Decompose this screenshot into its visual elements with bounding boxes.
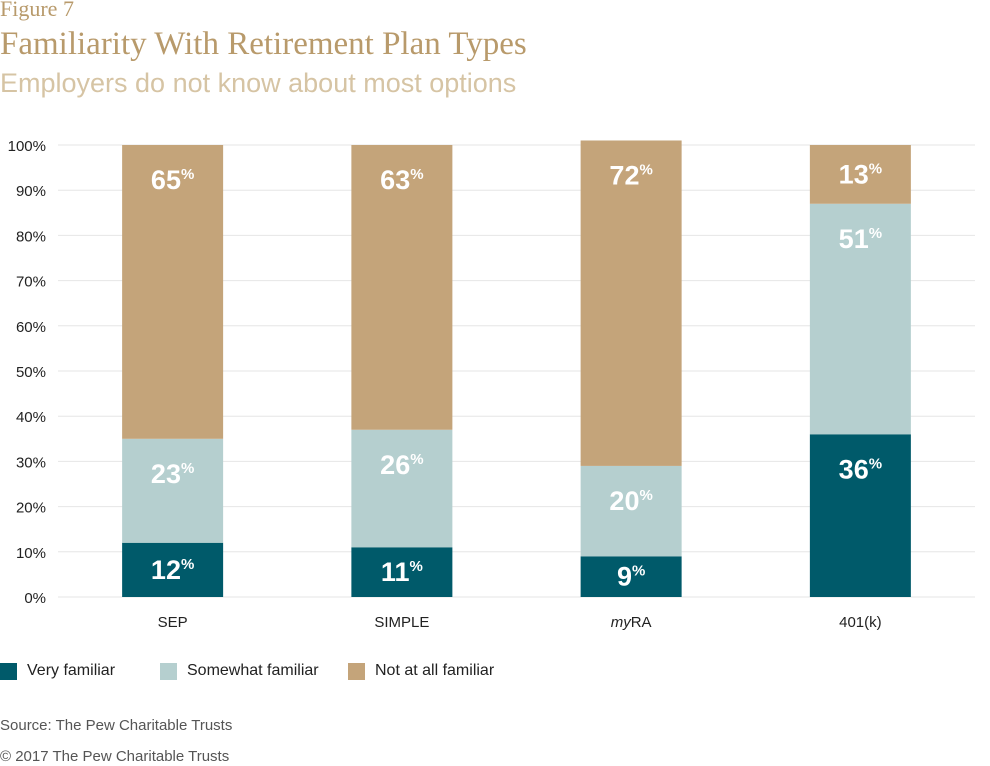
y-tick-label: 100% (8, 138, 46, 155)
legend-item-very-familiar: Very familiar (0, 662, 115, 680)
x-category-label-text: RA (631, 614, 652, 631)
data-label-unit: % (409, 558, 422, 575)
y-tick-label: 20% (16, 500, 46, 517)
data-label-value: 9 (617, 562, 632, 592)
data-label-unit: % (410, 166, 423, 183)
data-label-value: 12 (151, 555, 181, 585)
y-tick-label: 0% (24, 590, 46, 607)
data-label: 20% (609, 486, 652, 516)
legend-label-not-at-all-familiar: Not at all familiar (375, 662, 495, 679)
x-category-label-prefix: my (611, 614, 632, 631)
data-label-value: 51 (839, 224, 869, 254)
data-label: 65% (151, 165, 194, 195)
bar-segment (351, 429, 453, 548)
data-label-value: 65 (151, 165, 181, 195)
data-label: 63% (380, 165, 423, 195)
source-note: Source: The Pew Charitable Trusts (0, 717, 233, 734)
data-label-value: 11 (381, 557, 410, 587)
x-category-label: SEP (158, 614, 188, 631)
legend-item-somewhat-familiar: Somewhat familiar (160, 662, 319, 680)
bar-segment (122, 145, 224, 439)
x-category-label-text: 401(k) (839, 614, 882, 631)
data-label: 51% (839, 224, 882, 254)
data-label-value: 26 (380, 450, 410, 480)
legend-swatch-not-at-all-familiar (348, 662, 365, 680)
bar-segment (580, 556, 682, 597)
bar-segment (580, 465, 682, 557)
y-tick-label: 50% (16, 364, 46, 381)
y-tick-label: 30% (16, 454, 46, 471)
x-category-label: SIMPLE (374, 614, 429, 631)
x-category-label: myRA (611, 614, 652, 631)
legend-swatch-very-familiar (0, 662, 17, 680)
data-label-unit: % (639, 487, 652, 504)
legend-swatch-somewhat-familiar (160, 662, 177, 680)
data-label: 23% (151, 459, 194, 489)
copyright-note: © 2017 The Pew Charitable Trusts (0, 748, 230, 765)
bar-segment (122, 542, 224, 597)
data-label-unit: % (869, 225, 882, 242)
data-label-value: 72 (609, 160, 639, 190)
figure-label: Figure 7 (0, 0, 74, 21)
bar-segment (809, 145, 911, 204)
data-label: 13% (839, 159, 882, 189)
x-category-label-text: SEP (158, 614, 188, 631)
legend-label-very-familiar: Very familiar (27, 662, 116, 679)
bar-segment (809, 434, 911, 597)
x-category-label: 401(k) (839, 614, 882, 631)
chart-subtitle: Employers do not know about most options (0, 68, 517, 98)
legend-label-somewhat-familiar: Somewhat familiar (187, 662, 319, 679)
data-label-unit: % (181, 460, 194, 477)
y-tick-label: 40% (16, 409, 46, 426)
data-label-value: 36 (839, 454, 869, 484)
x-category-label-text: SIMPLE (374, 614, 429, 631)
data-label-value: 13 (839, 159, 869, 189)
y-tick-label: 60% (16, 319, 46, 336)
data-label: 12% (151, 555, 194, 585)
data-label-unit: % (181, 556, 194, 573)
data-label-unit: % (639, 161, 652, 178)
data-label-unit: % (181, 166, 194, 183)
y-tick-label: 80% (16, 228, 46, 245)
bar-segment (580, 140, 682, 466)
data-label: 26% (380, 450, 423, 480)
stacked-bar-chart: 0%10%20%30%40%50%60%70%80%90%100%12%23%6… (8, 138, 975, 631)
data-label: 11% (381, 557, 423, 587)
bar-segment (122, 438, 224, 543)
data-label: 9% (617, 562, 645, 592)
data-label-value: 20 (609, 486, 639, 516)
y-tick-label: 90% (16, 183, 46, 200)
legend-item-not-at-all-familiar: Not at all familiar (348, 662, 494, 680)
bar-segment (351, 145, 453, 430)
data-label: 72% (609, 160, 652, 190)
data-label-value: 63 (380, 165, 410, 195)
data-label-unit: % (410, 451, 423, 468)
data-label-unit: % (632, 563, 645, 580)
y-tick-label: 10% (16, 545, 46, 562)
chart-title: Familiarity With Retirement Plan Types (0, 26, 527, 62)
bar-segment (809, 203, 911, 435)
y-tick-label: 70% (16, 274, 46, 291)
data-label-value: 23 (151, 459, 181, 489)
data-label-unit: % (869, 160, 882, 177)
data-label: 36% (839, 454, 882, 484)
bar-segment (351, 547, 453, 597)
data-label-unit: % (869, 455, 882, 472)
